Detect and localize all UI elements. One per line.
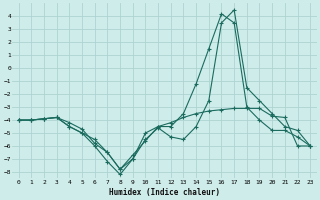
X-axis label: Humidex (Indice chaleur): Humidex (Indice chaleur) — [109, 188, 220, 197]
